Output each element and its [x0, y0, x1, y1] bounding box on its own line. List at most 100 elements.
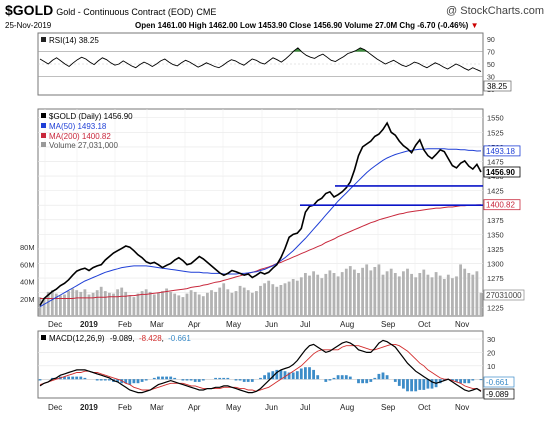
macd-hist-bar	[165, 376, 168, 380]
macd-hist-bar	[344, 375, 348, 380]
macd-hist-bar	[71, 376, 75, 380]
volume-bar	[348, 266, 352, 316]
rsi-tick-label: 30	[487, 74, 495, 81]
volume-bar	[377, 264, 381, 316]
macd-hist-bar	[467, 379, 471, 384]
macd-hist-bar	[328, 379, 332, 381]
rsi-legend: RSI(14) 38.25	[49, 36, 99, 45]
macd-hist-bar	[291, 372, 295, 380]
price-tick-label: 1375	[487, 216, 504, 225]
price-tick-label: 1425	[487, 187, 504, 196]
volume-bar	[357, 273, 360, 316]
x-tick-label: Apr	[188, 320, 201, 329]
volume-bar	[120, 287, 124, 316]
macd-hist-bar	[406, 379, 409, 392]
macd-hist-bar	[103, 379, 107, 381]
volume-bar	[218, 287, 222, 316]
volume-bar	[271, 284, 275, 316]
volume-bar	[67, 291, 70, 316]
volume-bar	[295, 280, 299, 316]
volume-bar	[83, 289, 87, 316]
x-tick-label: Aug	[340, 320, 354, 329]
legend-ma50-marker	[41, 123, 46, 128]
volume-bar	[320, 278, 324, 316]
macd-hist-bar	[365, 379, 369, 384]
rsi-line	[39, 47, 482, 72]
volume-axis: 80M 60M 40M 20M	[20, 243, 35, 304]
rsi-panel: 9070503010 RSI(14) 38.25 38.25	[37, 32, 512, 96]
volume-bar	[181, 297, 185, 316]
macd-hist-bar	[369, 379, 373, 382]
rsi-tick-label: 70	[487, 50, 495, 57]
macd-hist-bar	[173, 377, 177, 380]
macd-hist-bar	[226, 377, 230, 380]
volume-bar	[128, 295, 132, 316]
macd-hist-bar	[426, 379, 430, 389]
macd-legend: MACD(12,26,9) -9.089, -8.428, -0.661	[49, 334, 191, 343]
macd-hist-bar	[197, 379, 201, 382]
volume-bar	[152, 294, 156, 316]
macd-hist-bar	[479, 379, 483, 381]
macd-hist-bar	[120, 379, 124, 384]
volume-bar	[459, 264, 462, 316]
volume-bar	[136, 293, 140, 316]
macd-hist-bar	[304, 367, 307, 380]
macd-hist-bar	[75, 376, 79, 380]
x-tick-label: Nov	[455, 320, 469, 329]
volume-bar	[410, 273, 413, 316]
macd-hist-bar	[157, 376, 160, 380]
macd-hist-bar	[336, 375, 340, 380]
volume-bar	[103, 291, 107, 316]
volume-bar	[467, 273, 471, 316]
close-tag-box	[483, 166, 521, 178]
macd-hist-bar	[381, 372, 385, 380]
volume-bar	[124, 291, 128, 316]
macd-signal-line	[39, 343, 482, 392]
volume-bar	[353, 269, 356, 316]
volume-bar	[393, 273, 397, 316]
close-tag: 1456.90	[486, 168, 515, 177]
macd-hist-bar	[63, 376, 66, 380]
volume-bar	[87, 294, 91, 316]
rsi-gridlines	[38, 51, 483, 77]
macd-hist-bar	[312, 369, 315, 380]
macd-hist-bar	[357, 379, 360, 384]
volume-bar	[438, 275, 442, 316]
rsi-legend-marker	[41, 37, 46, 42]
macd-hist-bar	[340, 375, 344, 380]
x-tick-label: Jun	[265, 320, 278, 329]
macd-hist-bar	[54, 377, 58, 380]
rsi-tick-label: 50	[487, 62, 495, 69]
legend-price-marker	[41, 113, 46, 118]
volume-bar	[373, 267, 377, 316]
volume-bar	[389, 268, 393, 316]
macd-hist-bar	[271, 371, 275, 380]
volume-bar	[430, 277, 434, 316]
volume-bar	[369, 270, 373, 316]
volume-bar	[451, 278, 454, 316]
volume-bar	[46, 291, 50, 316]
volume-bar	[140, 291, 144, 316]
volume-bar	[50, 290, 54, 316]
volume-bar	[79, 291, 83, 316]
price-tick-label: 1275	[487, 274, 504, 283]
quote-date: 25-Nov-2019	[5, 21, 52, 30]
macd-value-tag-box	[483, 388, 515, 400]
volume-bar	[95, 290, 99, 316]
macd-hist-bar	[116, 379, 119, 382]
macd-hist-bar	[377, 373, 381, 380]
macd-tick-label: 20	[487, 348, 495, 357]
macd-hist-bar	[287, 372, 291, 380]
volume-bar	[316, 274, 320, 316]
macd-hist-bar	[385, 375, 389, 380]
volume-bar	[442, 279, 446, 316]
macd-hist-bar	[463, 379, 467, 384]
x-tick-label: 2019	[80, 403, 98, 412]
macd-hist-bar	[181, 379, 185, 381]
macd-hist-bar	[397, 379, 401, 386]
volume-bar	[365, 264, 369, 316]
macd-legend-signal: -8.428	[139, 334, 162, 343]
macd-hist-bar	[193, 379, 197, 382]
volume-bar	[226, 289, 230, 316]
x-tick-label: Apr	[188, 403, 201, 412]
